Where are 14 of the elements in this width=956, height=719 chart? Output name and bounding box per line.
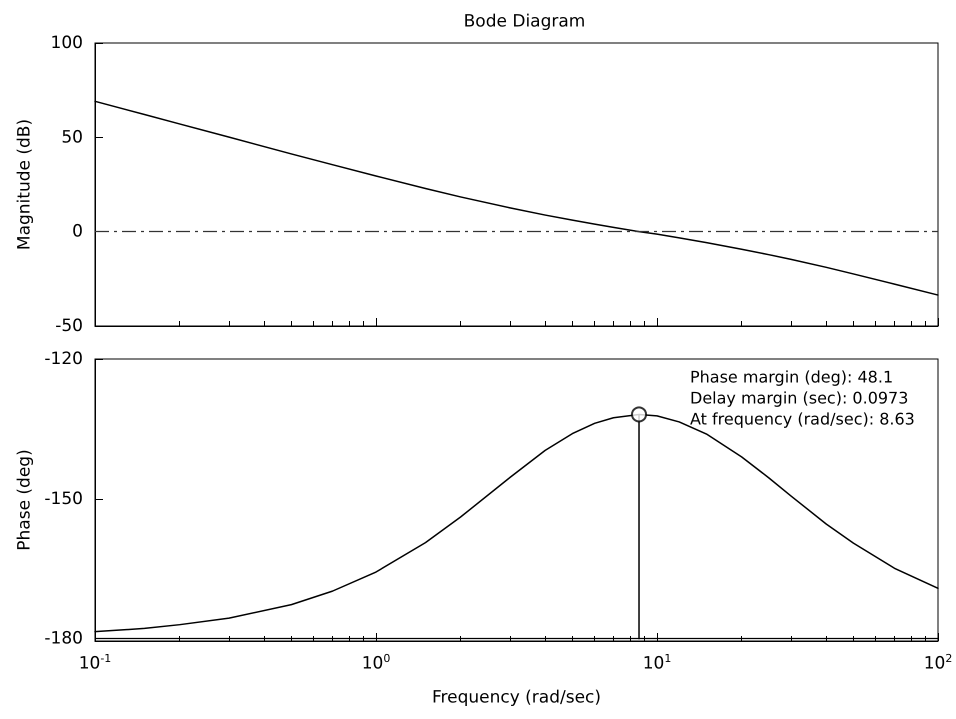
y-tick-label: 0 — [72, 222, 83, 242]
y-axis-title: Phase (deg) — [14, 449, 34, 551]
y-tick-label: -150 — [44, 488, 83, 509]
x-axis-title: Frequency (rad/sec) — [432, 688, 602, 708]
y-tick-label: -50 — [55, 316, 83, 336]
y-tick-label: -180 — [44, 628, 83, 649]
y-tick-label: 50 — [61, 127, 83, 148]
annotation: At frequency (rad/sec): 8.63 — [690, 410, 915, 428]
annotation: Phase margin (deg): 48.1 — [690, 368, 894, 386]
chart-title: Bode Diagram — [464, 12, 586, 32]
annotation: Delay margin (sec): 0.0973 — [690, 388, 908, 408]
y-tick-label: 100 — [50, 33, 83, 53]
y-tick-label: -120 — [44, 349, 83, 369]
y-axis-title: Magnitude (dB) — [14, 118, 34, 250]
